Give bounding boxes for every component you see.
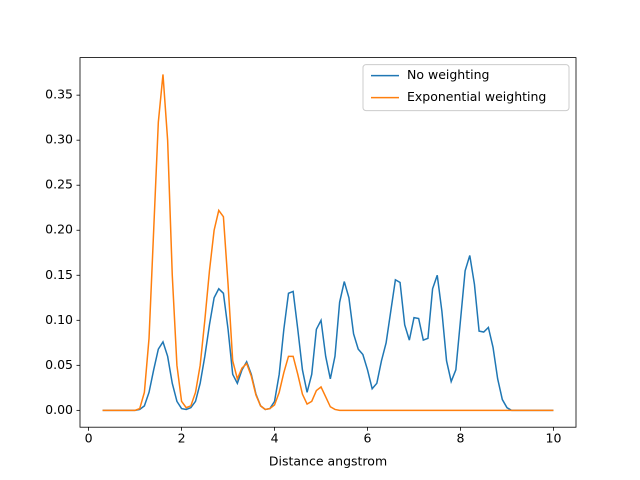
y-tick-label: 0.05 xyxy=(45,357,73,372)
x-axis-label: Distance angstrom xyxy=(269,454,387,469)
y-tick-label: 0.15 xyxy=(45,267,73,282)
plot-frame xyxy=(79,57,577,428)
y-tick-label: 0.30 xyxy=(45,132,73,147)
series-line xyxy=(102,255,554,412)
y-tick-label: 0.00 xyxy=(45,402,73,417)
legend-box xyxy=(362,64,570,112)
y-tick-label: 0.20 xyxy=(45,222,73,237)
x-tick-label: 4 xyxy=(271,431,279,446)
legend-label: No weighting xyxy=(407,67,489,82)
x-tick-label: 2 xyxy=(178,431,186,446)
y-tick-label: 0.25 xyxy=(45,177,73,192)
legend-label: Exponential weighting xyxy=(407,89,546,104)
x-tick-label: 6 xyxy=(364,431,372,446)
x-tick-label: 10 xyxy=(546,431,562,446)
x-tick-label: 8 xyxy=(457,431,465,446)
series-line xyxy=(102,74,554,412)
y-tick-label: 0.10 xyxy=(45,312,73,327)
y-tick-label: 0.35 xyxy=(45,87,73,102)
x-tick-label: 0 xyxy=(85,431,93,446)
